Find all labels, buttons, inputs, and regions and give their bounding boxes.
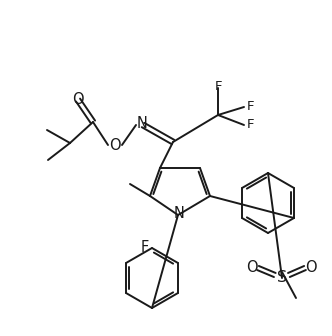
Text: O: O <box>72 91 84 107</box>
Text: S: S <box>277 270 287 286</box>
Text: F: F <box>214 81 222 93</box>
Text: O: O <box>305 259 317 275</box>
Text: N: N <box>174 207 185 221</box>
Text: F: F <box>141 241 149 255</box>
Text: F: F <box>247 99 255 113</box>
Text: N: N <box>136 117 147 131</box>
Text: O: O <box>246 259 258 275</box>
Text: F: F <box>247 118 255 130</box>
Text: O: O <box>109 137 121 153</box>
